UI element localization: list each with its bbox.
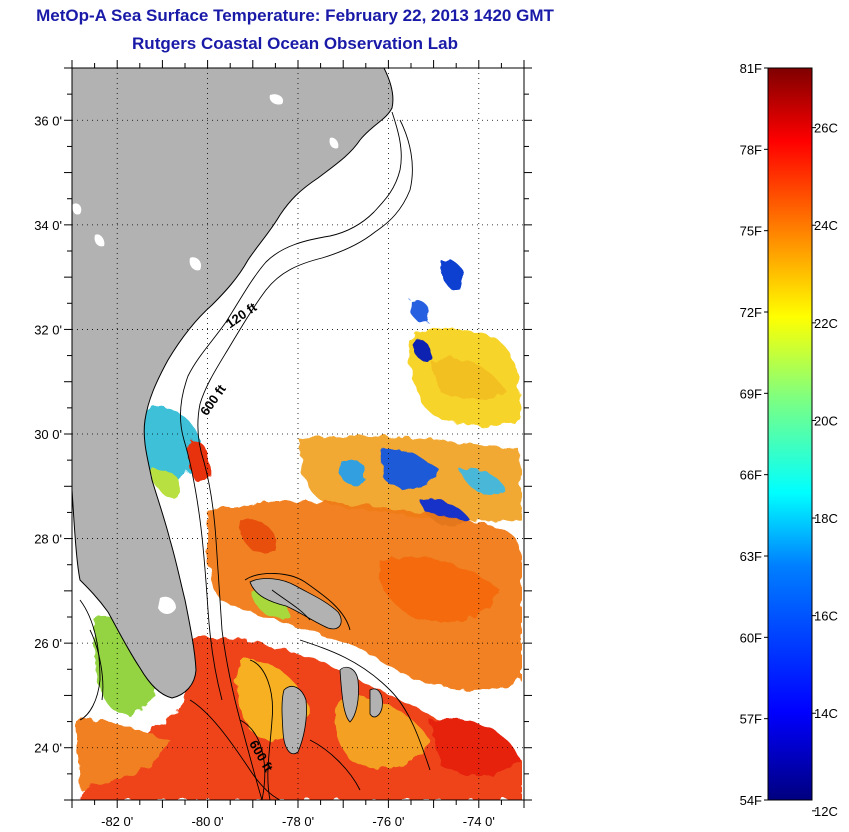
lat-tick-label: 34 0' xyxy=(34,218,62,233)
colorbar-label-f: 69F xyxy=(740,386,762,401)
lat-tick-label: 28 0' xyxy=(34,532,62,547)
lon-tick-label: -74 0' xyxy=(463,814,495,829)
colorbar-label-c: 18C xyxy=(814,511,838,526)
graticule xyxy=(72,68,524,800)
colorbar-label-c: 16C xyxy=(814,609,838,624)
lon-tick-label: -80 0' xyxy=(192,814,224,829)
land-us-coast xyxy=(72,68,394,699)
colorbar-label-f: 78F xyxy=(740,142,762,157)
inland-lakes xyxy=(72,94,339,271)
colorbar-labels: 81F 78F 75F 72F 69F 66F 63F 60F 57F 54F 26C 24C 22C 2… xyxy=(740,61,838,819)
lat-tick-label: 36 0' xyxy=(34,113,62,128)
land-exuma xyxy=(369,688,383,718)
colorbar xyxy=(767,67,813,801)
colorbar-label-f: 81F xyxy=(740,61,762,76)
lon-tick-label: -78 0' xyxy=(282,814,314,829)
colorbar-label-c: 26C xyxy=(814,121,838,136)
axis-ticks xyxy=(64,60,532,808)
lat-tick-label: 32 0' xyxy=(34,322,62,337)
colorbar-label-f: 66F xyxy=(740,468,762,483)
colorbar-label-f: 72F xyxy=(740,305,762,320)
colorbar-label-f: 60F xyxy=(740,630,762,645)
map-title: MetOp-A Sea Surface Temperature: Februar… xyxy=(36,6,554,25)
colorbar-label-f: 75F xyxy=(740,224,762,239)
colorbar-label-f: 57F xyxy=(740,712,762,727)
map-subtitle: Rutgers Coastal Ocean Observation Lab xyxy=(132,34,458,53)
lat-tick-label: 26 0' xyxy=(34,636,62,651)
colorbar-label-c: 12C xyxy=(814,804,838,819)
colorbar-label-f: 54F xyxy=(740,793,762,808)
colorbar-label-c: 14C xyxy=(814,706,838,721)
colorbar-label-c: 24C xyxy=(814,218,838,233)
bathymetry-contours xyxy=(79,111,431,800)
land-andros xyxy=(281,686,307,755)
lon-tick-label: -76 0' xyxy=(372,814,404,829)
axis-tick-labels: -82 0' -80 0' -78 0' -76 0' -74 0' 24 0' 26 0'… xyxy=(34,113,495,829)
colorbar-label-c: 20C xyxy=(814,413,838,428)
lat-tick-label: 30 0' xyxy=(34,427,62,442)
land-eleuthera xyxy=(339,666,359,723)
lake-okeechobee xyxy=(158,596,176,614)
colorbar-label-f: 63F xyxy=(740,549,762,564)
colorbar-label-c: 22C xyxy=(814,316,838,331)
lon-tick-label: -82 0' xyxy=(101,814,133,829)
lat-tick-label: 24 0' xyxy=(34,741,62,756)
